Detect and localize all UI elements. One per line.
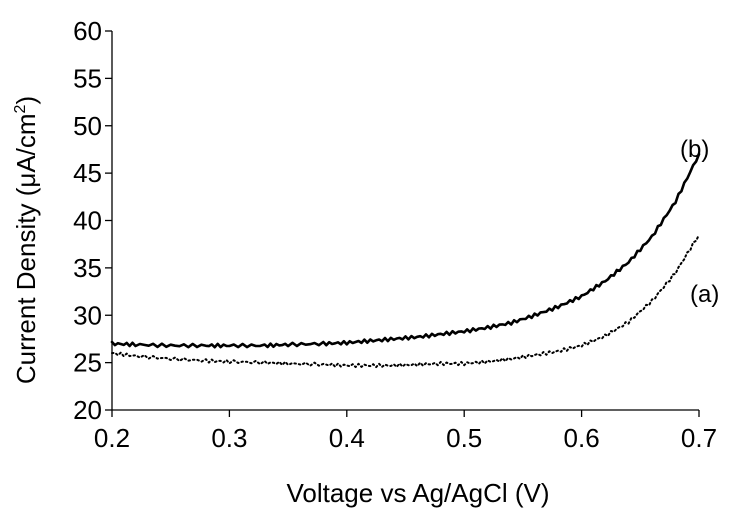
y-tick-label: 40 xyxy=(73,206,102,236)
y-tick-label: 55 xyxy=(73,63,102,93)
x-axis-title: Voltage vs Ag/AgCl (V) xyxy=(286,478,549,508)
curve-label-b: (b) xyxy=(680,136,709,163)
y-tick-label: 35 xyxy=(73,253,102,283)
x-tick-label: 0.4 xyxy=(329,423,365,453)
x-tick-label: 0.6 xyxy=(564,423,600,453)
series-layer xyxy=(110,152,701,369)
x-tick-label: 0.2 xyxy=(94,423,130,453)
series-line-a xyxy=(111,233,700,369)
x-axis-ticks: 0.2 0.3 0.4 0.5 0.6 0.7 xyxy=(94,410,717,453)
y-axis-title-main: Current Density (μA/cm xyxy=(11,113,41,384)
y-tick-label: 30 xyxy=(73,300,102,330)
curve-label-a: (a) xyxy=(690,281,719,308)
y-axis-title-end: ) xyxy=(11,96,41,105)
y-axis-title-superscript: 2 xyxy=(12,104,29,113)
series-line-b xyxy=(110,152,701,349)
y-axis-title: Current Density (μA/cm2) xyxy=(11,96,41,384)
x-tick-label: 0.7 xyxy=(681,423,717,453)
x-tick-label: 0.5 xyxy=(446,423,482,453)
y-tick-label: 50 xyxy=(73,111,102,141)
y-axis-ticks: 20 25 30 35 40 45 50 55 60 xyxy=(73,16,112,425)
y-tick-label: 60 xyxy=(73,16,102,46)
x-tick-label: 0.3 xyxy=(211,423,247,453)
y-tick-label: 20 xyxy=(73,395,102,425)
y-tick-label: 25 xyxy=(73,348,102,378)
y-tick-label: 45 xyxy=(73,158,102,188)
